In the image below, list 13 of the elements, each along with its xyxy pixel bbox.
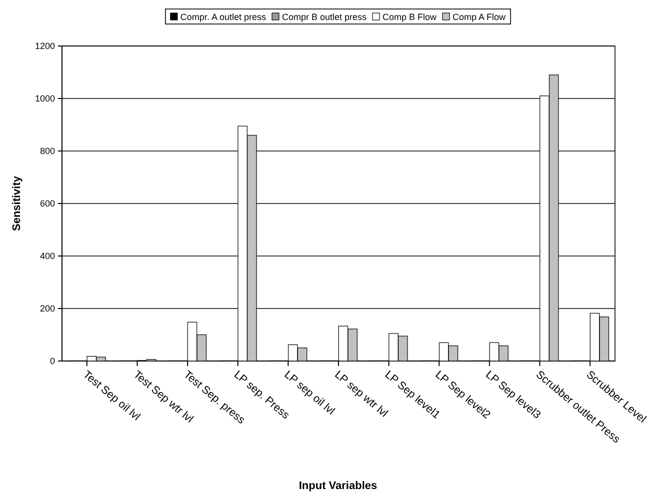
y-tick-label: 600: [40, 198, 55, 208]
y-tick-label: 1000: [34, 93, 55, 104]
y-tick-label: 200: [40, 303, 55, 314]
y-tick-label: 800: [40, 146, 55, 156]
y-tick-label: 0: [50, 356, 55, 366]
y-tick-label: 1200: [34, 40, 55, 51]
y-tick-label: 400: [40, 250, 55, 261]
y-axis-title: Sensitivity: [11, 175, 23, 232]
legend-label: Comp B Flow: [382, 12, 438, 22]
legend-label: Compr. A outlet press: [180, 12, 266, 22]
legend-label: Comp A Flow: [452, 12, 506, 22]
x-axis-title: Input Variables: [298, 480, 378, 492]
legend-label: Compr B outlet press: [282, 12, 368, 22]
